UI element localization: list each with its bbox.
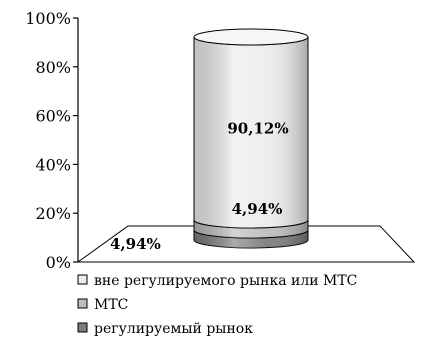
y-tick-label: 0%: [46, 253, 71, 272]
y-axis: 0% 20% 40% 60% 80% 100%: [25, 9, 79, 272]
legend-swatch: [77, 298, 88, 309]
y-tick-label: 60%: [35, 107, 71, 126]
data-label-segment-2: 90,12%: [227, 119, 288, 137]
y-tick-label: 20%: [35, 204, 71, 223]
legend-label: вне регулируемого рынка или МТС: [94, 273, 357, 289]
data-label-segment-0: 4,94%: [110, 235, 161, 253]
data-labels: 90,12% 4,94% 4,94%: [110, 119, 289, 253]
cylinder-bar: [193, 28, 309, 249]
legend-item-1: МТС: [77, 297, 128, 313]
y-tick-label: 80%: [35, 58, 71, 77]
legend-swatch: [77, 322, 88, 333]
cylinder-segment-shade: [194, 37, 308, 228]
cylinder-top-cap: [193, 28, 309, 46]
legend: вне регулируемого рынка или МТС МТС регули…: [77, 273, 357, 337]
legend-swatch: [77, 274, 88, 285]
legend-label: регулируемый рынок: [94, 321, 253, 337]
y-tick-label: 40%: [35, 155, 71, 174]
y-tick-label: 100%: [25, 9, 71, 28]
data-label-segment-1: 4,94%: [232, 200, 283, 218]
cylinder-segment-2: [193, 36, 309, 229]
legend-label: МТС: [94, 297, 128, 313]
legend-item-0: регулируемый рынок: [77, 321, 253, 337]
legend-item-2: вне регулируемого рынка или МТС: [77, 273, 357, 289]
